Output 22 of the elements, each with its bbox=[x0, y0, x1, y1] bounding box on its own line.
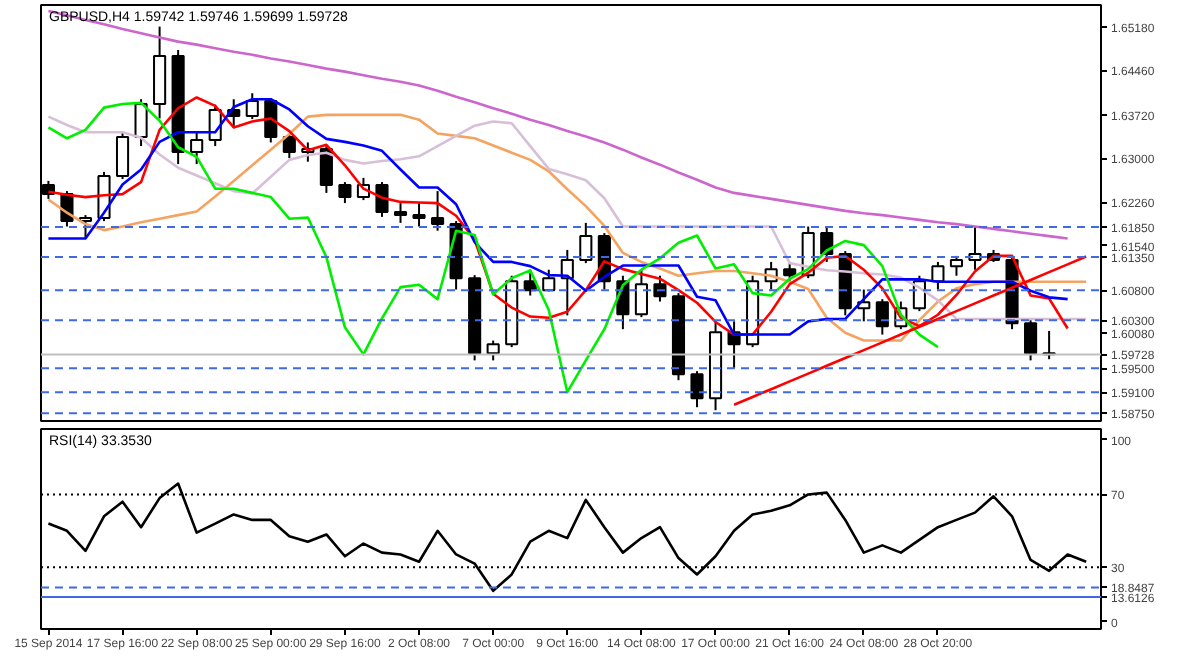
candlestick bbox=[875, 298, 889, 336]
line-series bbox=[47, 9, 1069, 240]
candlestick bbox=[486, 339, 500, 362]
candlestick bbox=[393, 202, 408, 224]
candlestick bbox=[431, 190, 445, 232]
candlestick bbox=[783, 260, 797, 283]
candlestick bbox=[412, 202, 426, 228]
candlestick bbox=[579, 221, 593, 265]
line-series bbox=[47, 101, 940, 394]
candlestick bbox=[338, 181, 352, 205]
candlestick bbox=[653, 274, 667, 303]
candlestick bbox=[375, 181, 389, 218]
candlestick bbox=[245, 92, 259, 121]
candlestick bbox=[282, 133, 296, 160]
candlestick bbox=[1024, 319, 1038, 362]
candlestick bbox=[319, 145, 333, 194]
candlestick bbox=[190, 131, 204, 166]
candlestick bbox=[115, 131, 130, 181]
candlestick bbox=[690, 370, 704, 409]
candlestick bbox=[968, 225, 982, 271]
candlestick bbox=[949, 254, 964, 277]
candlestick bbox=[634, 268, 648, 319]
